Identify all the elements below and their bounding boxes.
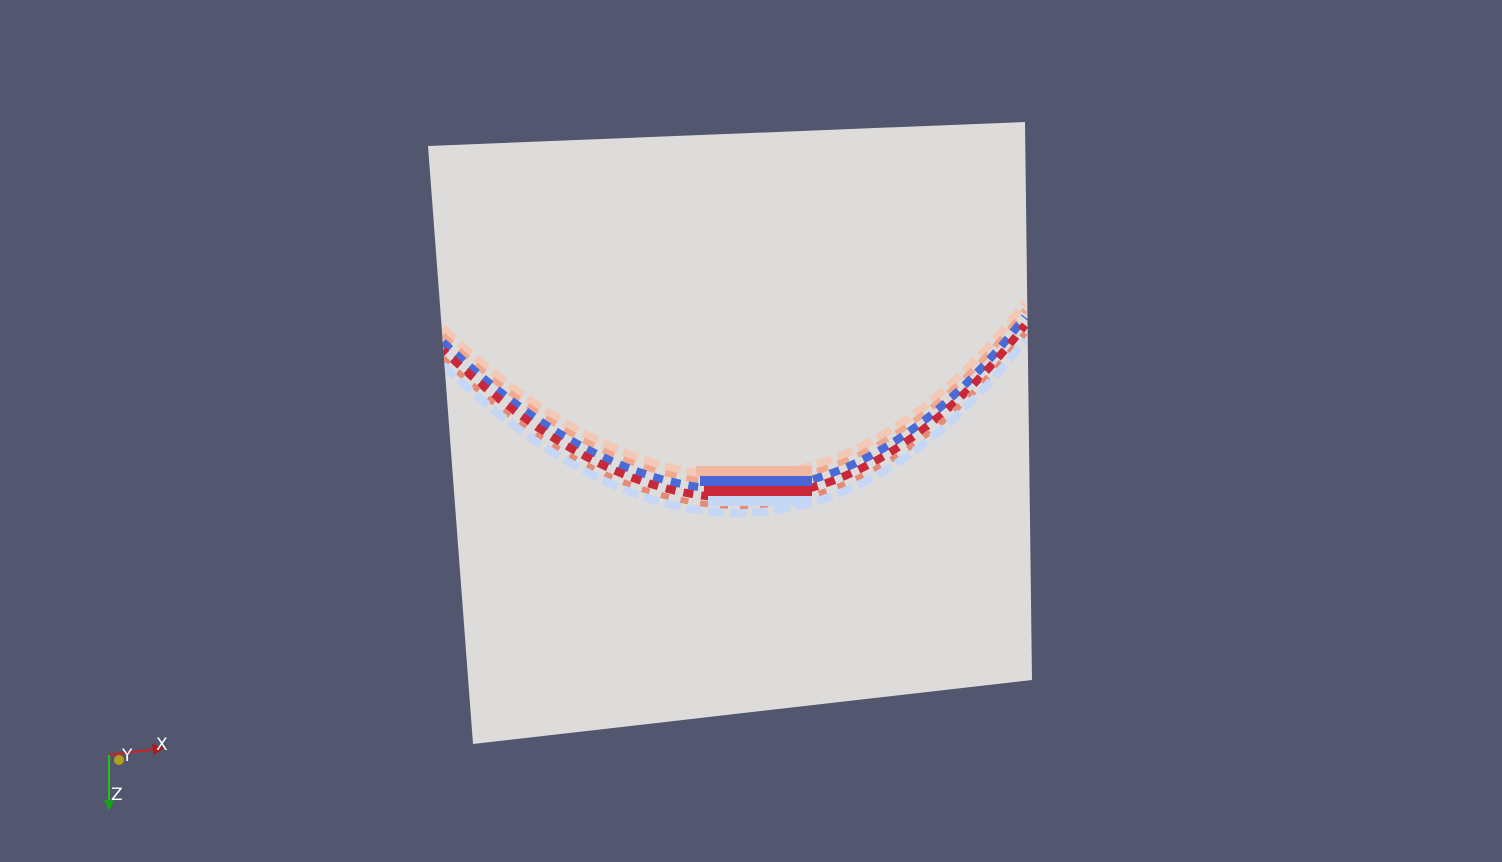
slice-plane (428, 122, 1032, 744)
orientation-axes: Y X Z (104, 735, 168, 811)
wave-band (440, 337, 1029, 517)
wave-center (696, 466, 812, 476)
wave-band (440, 308, 1028, 486)
wave-band (440, 322, 1029, 502)
x-axis (108, 748, 159, 756)
x-axis-arrow (152, 744, 164, 755)
wave-center (704, 486, 812, 496)
wave-center (708, 496, 812, 506)
wave-center (700, 476, 812, 486)
y-axis-tip (114, 755, 124, 765)
wave-front (440, 300, 1029, 517)
z-axis-label: Z (111, 785, 123, 805)
z-axis-arrow (104, 800, 114, 811)
x-axis-label: X (156, 735, 168, 755)
wave-band (440, 300, 1029, 480)
y-axis-label: Y (121, 746, 133, 766)
